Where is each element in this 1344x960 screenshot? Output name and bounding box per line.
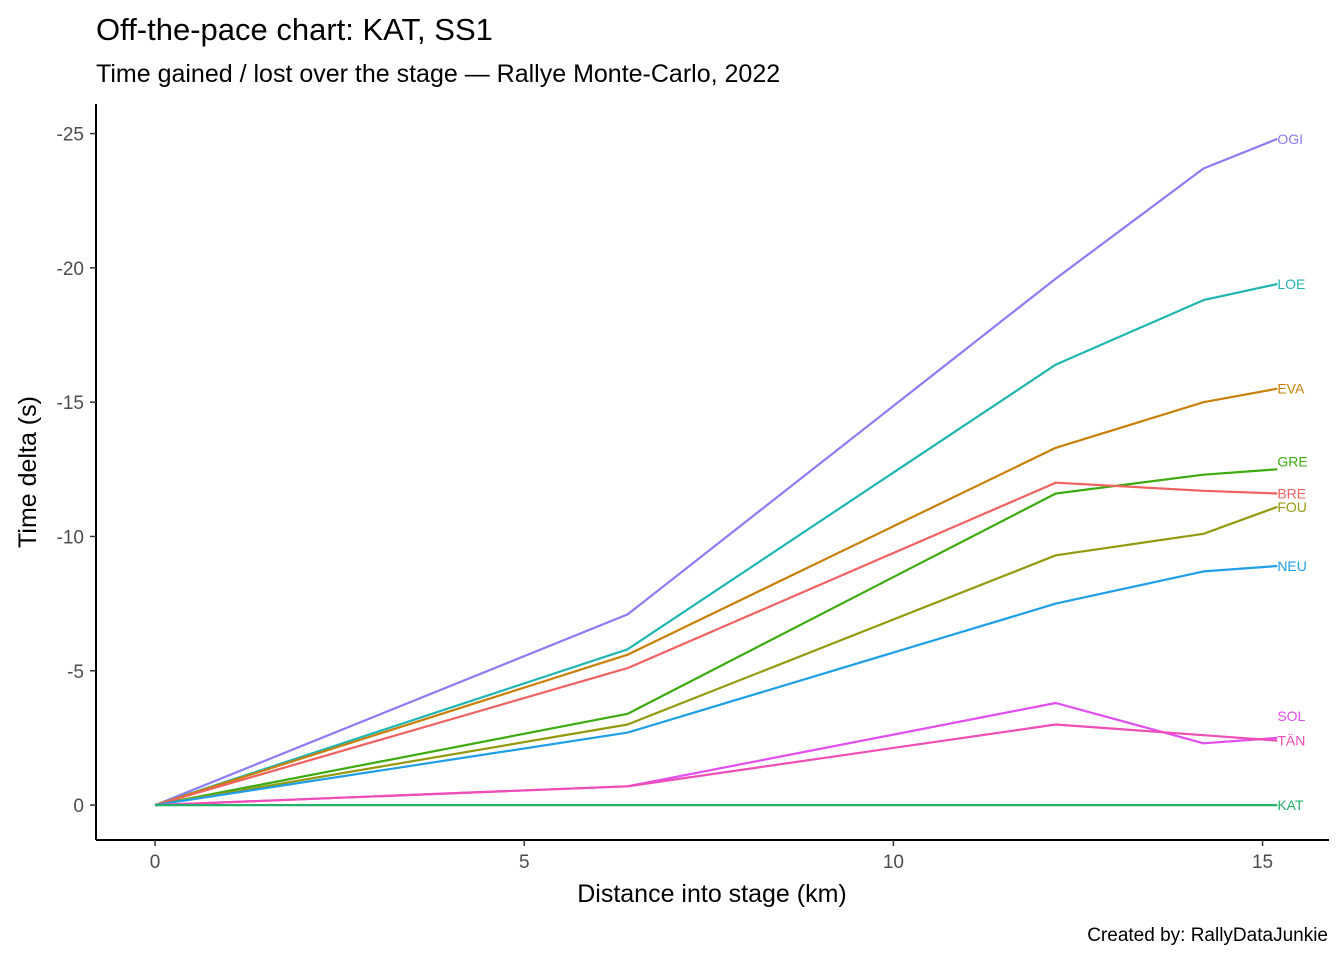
chart-title: Off-the-pace chart: KAT, SS1 (96, 12, 493, 47)
y-tick-label: -5 (67, 662, 84, 683)
series-end-label-sol: SOL (1277, 708, 1305, 724)
y-tick-label: 0 (73, 796, 84, 817)
series-end-label-kat: KAT (1277, 797, 1304, 813)
series-end-label-loe: LOE (1277, 276, 1305, 292)
series-line-sol (155, 701, 1278, 807)
x-tick-label: 10 (883, 852, 904, 873)
series-line-neu (154, 564, 1278, 807)
series-line-bre (154, 481, 1278, 807)
y-axis-ticks: 0 -5 -10 -15 -20 -25 (57, 125, 96, 817)
series-end-label-tän: TÄN (1277, 733, 1305, 749)
series-line-fou (154, 505, 1278, 807)
series-line-tän (155, 723, 1278, 807)
x-axis-ticks: 0 5 10 15 (150, 840, 1273, 873)
x-tick-label: 0 (150, 852, 161, 873)
y-tick-label: -10 (57, 527, 84, 548)
x-tick-label: 15 (1252, 852, 1273, 873)
y-tick-label: -25 (57, 125, 84, 146)
series-end-label-fou: FOU (1277, 499, 1307, 515)
series-end-label-neu: NEU (1277, 558, 1307, 574)
series-end-label-gre: GRE (1277, 453, 1307, 469)
chart-caption: Created by: RallyDataJunkie (1087, 925, 1328, 946)
chart-subtitle: Time gained / lost over the stage — Rall… (96, 60, 780, 88)
series-lines (154, 137, 1278, 807)
y-tick-label: -20 (57, 259, 84, 280)
series-line-loe (154, 282, 1278, 807)
series-end-label-eva: EVA (1277, 381, 1305, 397)
series-end-label-ogi: OGI (1277, 131, 1303, 147)
x-axis-title: Distance into stage (km) (577, 880, 847, 908)
series-line-eva (154, 387, 1278, 807)
x-tick-label: 5 (519, 852, 530, 873)
series-line-gre (154, 468, 1278, 807)
y-tick-label: -15 (57, 393, 84, 414)
series-line-ogi (154, 137, 1278, 807)
series-end-label-bre: BRE (1277, 485, 1306, 501)
y-axis-title: Time delta (s) (14, 396, 42, 548)
